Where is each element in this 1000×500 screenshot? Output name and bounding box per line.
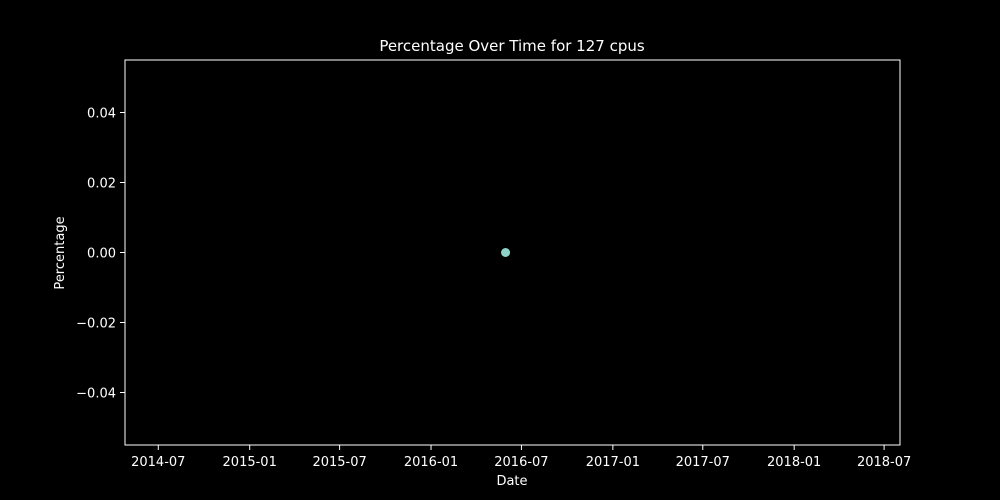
x-tick-label: 2017-07: [676, 455, 730, 470]
x-tick-label: 2016-07: [494, 455, 548, 470]
y-tick-label: −0.02: [76, 317, 116, 332]
y-tick-label: 0.04: [87, 107, 116, 122]
x-axis-title: Date: [496, 474, 527, 489]
x-tick-label: 2018-01: [767, 455, 821, 470]
x-tick-label: 2017-01: [586, 455, 640, 470]
data-points: [501, 248, 511, 257]
x-tick-label: 2018-07: [857, 455, 911, 470]
y-tick-label: −0.04: [76, 387, 116, 402]
y-axis-title: Percentage: [53, 216, 68, 289]
x-tick-label: 2015-01: [223, 455, 277, 470]
x-tick-label: 2016-01: [404, 455, 458, 470]
y-tick-label: 0.00: [87, 247, 116, 262]
chart-title: Percentage Over Time for 127 cpus: [379, 37, 645, 55]
y-tick-label: 0.02: [87, 177, 116, 192]
plot-area: [124, 59, 901, 446]
y-axis: 0.04 0.02 0.00 −0.02 −0.04: [76, 107, 125, 402]
x-tick-label: 2015-07: [312, 455, 366, 470]
data-point: [501, 248, 511, 257]
x-tick-label: 2014-07: [131, 455, 185, 470]
x-axis: 2014-07 2015-01 2015-07 2016-01 2016-07 2017-…: [131, 445, 911, 470]
